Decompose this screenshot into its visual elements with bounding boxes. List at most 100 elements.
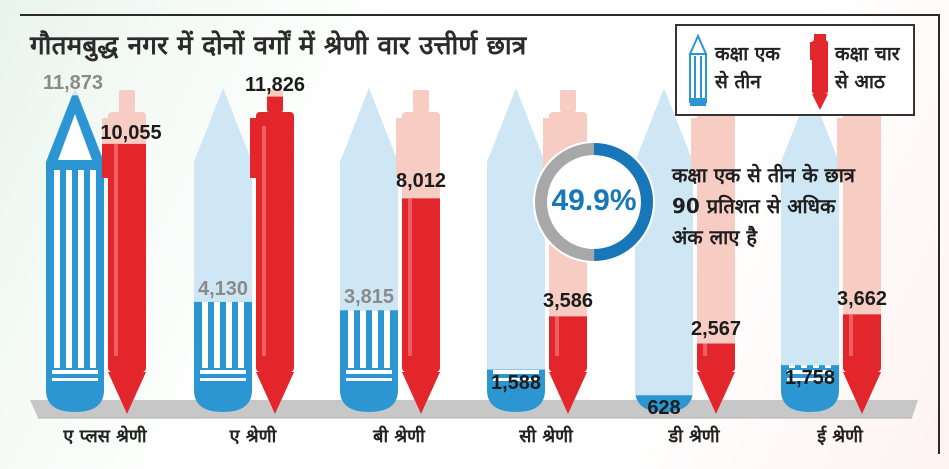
pen-cap-fill bbox=[267, 96, 283, 112]
pen-body-fill bbox=[108, 143, 146, 372]
pen-clip-fill bbox=[102, 143, 108, 178]
pen-icon bbox=[810, 34, 828, 110]
highlight-note: कक्षा एक से तीन के छात्र 90 प्रतिशत से अ… bbox=[672, 160, 902, 253]
pencil-value-label: 4,130 bbox=[197, 277, 249, 300]
legend-pen-label-line2: से आठ bbox=[835, 71, 885, 93]
pencil-body-fill bbox=[46, 162, 104, 412]
pen-glyph bbox=[102, 90, 146, 414]
pencil-body-fill bbox=[340, 310, 398, 412]
pencil-stripe bbox=[238, 301, 244, 368]
pencil-value-label: 1,588 bbox=[490, 371, 542, 394]
pen-clip-outline bbox=[837, 118, 843, 178]
pen-value-label: 10,055 bbox=[100, 122, 162, 144]
pencil-bar bbox=[781, 365, 839, 412]
pencil-body-fill bbox=[781, 365, 839, 412]
pencil-tip-outline bbox=[194, 88, 252, 162]
pen-bar bbox=[843, 314, 881, 414]
pencil-band bbox=[52, 378, 98, 381]
pen-bar bbox=[250, 96, 294, 414]
pencil-band bbox=[787, 378, 833, 381]
category-label: डी श्रेणी bbox=[668, 426, 720, 447]
pen-body-outline bbox=[697, 112, 735, 372]
pen-highlight bbox=[262, 126, 266, 356]
pencil-stripe bbox=[372, 310, 378, 368]
pencil-glyph bbox=[340, 88, 398, 412]
category-label: सी श्रेणी bbox=[519, 426, 573, 447]
pen-value-label: 8,012 bbox=[395, 170, 447, 192]
pencil-stripe bbox=[813, 365, 819, 368]
donut-percent-text: 49.9% bbox=[551, 184, 637, 217]
pen-glyph bbox=[396, 90, 440, 414]
pen-value-label: 11,826 bbox=[244, 74, 306, 96]
pen-glyph bbox=[691, 90, 735, 414]
frame-top-line bbox=[20, 14, 940, 16]
highlight-note-line2: 90 प्रतिशत से अधिक bbox=[672, 194, 836, 218]
pencil-stripe bbox=[90, 170, 96, 368]
pen-tip-fill bbox=[549, 372, 587, 414]
pencil-bar bbox=[635, 395, 693, 412]
pencil-band bbox=[200, 378, 246, 381]
legend-pencil-label-line2: से तीन bbox=[715, 71, 761, 93]
pen-tip-fill bbox=[843, 372, 881, 414]
pen-bar bbox=[697, 343, 735, 414]
pencil-stripe bbox=[226, 301, 232, 368]
pen-cap-outline bbox=[119, 90, 135, 112]
donut-backdrop bbox=[533, 141, 655, 263]
pen-highlight bbox=[555, 316, 559, 356]
pencil-value-label: 3,815 bbox=[343, 286, 395, 309]
pen-tip-fill bbox=[402, 372, 440, 414]
highlight-note-line1: कक्षा एक से तीन के छात्र bbox=[672, 163, 855, 187]
pen-clip-fill bbox=[250, 118, 256, 178]
pencil-stripe bbox=[54, 170, 60, 368]
pencil-band bbox=[787, 370, 833, 374]
pen-value-label: 3,586 bbox=[542, 290, 594, 313]
pencil-glyph bbox=[487, 88, 545, 412]
pencil-band bbox=[52, 370, 98, 374]
pencil-bar bbox=[340, 310, 398, 412]
pen-clip-outline bbox=[691, 118, 697, 178]
pencil-glyph bbox=[194, 88, 252, 412]
pencil-stripe bbox=[789, 365, 795, 368]
pencil-band bbox=[493, 378, 539, 381]
pencil-stripe bbox=[66, 170, 72, 368]
pen-glyph bbox=[250, 90, 294, 414]
category-label: ए श्रेणी bbox=[229, 426, 277, 447]
pencil-band bbox=[346, 378, 392, 381]
pencil-body-fill bbox=[635, 395, 693, 412]
legend-pen-label-line1: कक्षा चार bbox=[835, 43, 900, 65]
pencil-stripe bbox=[202, 301, 208, 368]
pen-tip-fill bbox=[256, 372, 294, 414]
pencil-glyph bbox=[781, 88, 839, 412]
pencil-band bbox=[200, 370, 246, 374]
chart-title: गौतमबुद्ध नगर में दोनों वर्गों में श्रेण… bbox=[30, 31, 527, 61]
pencil-tip-inner bbox=[58, 114, 92, 160]
pencil-value-label: 1,758 bbox=[784, 367, 836, 390]
pencil-stripe bbox=[825, 365, 831, 368]
pencil-stripe bbox=[78, 170, 84, 368]
pencil-body-fill bbox=[194, 301, 252, 412]
category-label: बी श्रेणी bbox=[373, 426, 425, 447]
pen-clip-outline bbox=[543, 118, 549, 178]
pencil-stripe bbox=[801, 365, 807, 368]
pencil-tip-outline bbox=[781, 88, 839, 162]
pen-tip-fill bbox=[697, 372, 735, 414]
pencil-value-label: 628 bbox=[647, 397, 681, 420]
pencil-glyph bbox=[46, 88, 104, 412]
pencil-band bbox=[346, 370, 392, 374]
pen-highlight bbox=[114, 143, 118, 356]
category-label: ए प्लस श्रेणी bbox=[63, 426, 147, 447]
legend-pencil-label-line1: कक्षा एक bbox=[715, 43, 780, 65]
pencil-body-outline bbox=[487, 162, 545, 412]
pen-bar bbox=[102, 143, 146, 414]
frame-right-line bbox=[938, 14, 940, 454]
pen-body-fill bbox=[256, 112, 294, 372]
pen-clip-outline bbox=[396, 118, 402, 178]
pencil-tip-outline bbox=[340, 88, 398, 162]
pen-value-label: 3,662 bbox=[836, 288, 888, 311]
pencil-tip-outline bbox=[635, 88, 693, 162]
pencil-band bbox=[493, 370, 539, 374]
pen-bar bbox=[549, 316, 587, 414]
pen-highlight bbox=[703, 343, 707, 356]
pencil-bar bbox=[487, 369, 545, 412]
